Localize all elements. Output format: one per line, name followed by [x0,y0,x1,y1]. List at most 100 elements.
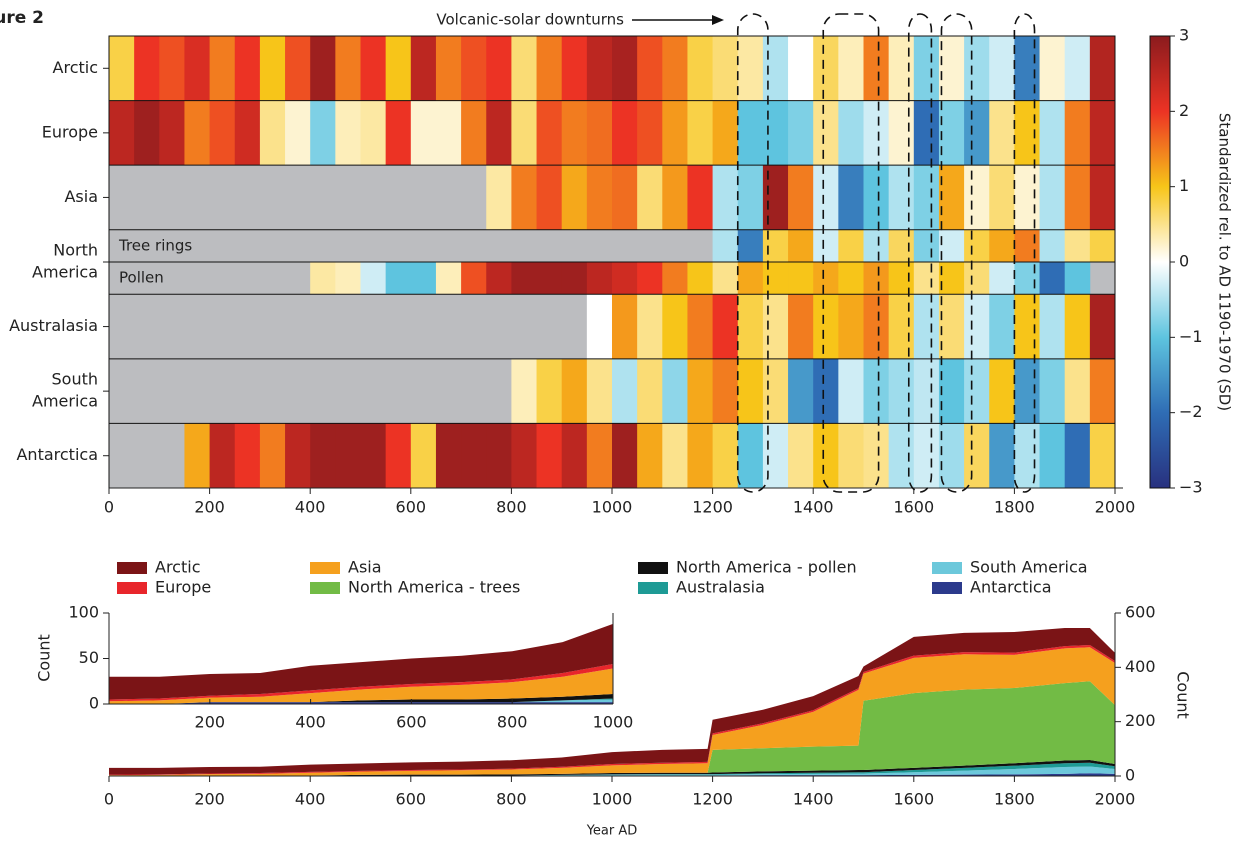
colorbar-tick-label: 2 [1179,101,1189,120]
heat-cell [737,100,764,166]
inset-y-tick-label: 100 [68,603,99,622]
heat-cell [586,294,613,359]
heat-cell [1014,294,1040,359]
heat-cell [1014,36,1040,101]
heat-cell [989,358,1015,424]
heat-cell [209,423,236,488]
heat-cell [536,100,563,166]
heat-cell [385,262,412,295]
x-tick-label: 600 [396,790,427,809]
heat-cell [360,423,387,488]
heat-cell [109,36,135,101]
row-label: Australasia [9,316,98,335]
heat-cell [687,165,713,230]
heat-cell [762,100,789,166]
heat-cell [913,423,940,488]
heat-cell [360,36,387,101]
heat-cell [461,36,487,101]
heat-cell [234,36,261,101]
heat-cell [762,294,789,359]
heat-cell [536,423,563,488]
heat-cell [184,36,210,101]
heat-cell [964,294,990,359]
heat-cell [134,36,160,101]
heat-cell [561,165,588,230]
heat-cell [486,165,512,230]
heat-cell [612,358,638,424]
heat-cell [1064,36,1091,101]
colorbar-tick-label: 0 [1179,252,1189,271]
heat-cell [486,36,512,101]
heat-cell [913,165,940,230]
x-tick-label: 200 [194,498,225,517]
x-tick-label: 2000 [1095,790,1136,809]
heat-cell [435,100,462,166]
heat-cell [561,100,588,166]
heat-cell [813,36,839,101]
heat-cell [561,262,588,295]
heat-cell [385,100,412,166]
heat-cell [788,294,814,359]
heat-cell [1039,262,1066,295]
x-tick-label: 800 [496,790,527,809]
heat-cell [637,423,663,488]
row-label: Arctic [53,58,98,77]
heat-cell [310,262,336,295]
heat-cell [209,36,236,101]
heat-cell [511,36,537,101]
heat-cell [536,358,563,424]
heat-cell [788,262,814,295]
heat-cell [762,229,789,262]
heat-cell [938,358,965,424]
heat-cell [964,358,990,424]
downturn-oval [1013,13,1036,493]
heat-cell [662,100,688,166]
heat-cell [687,100,713,166]
heat-cell [838,229,864,262]
y-tick-label: 200 [1125,711,1156,730]
heat-cell [637,36,663,101]
heat-cell [385,423,412,488]
heat-cell [863,100,890,166]
heat-cell [788,165,814,230]
x-tick-label: 1600 [893,790,934,809]
row-note: Tree rings [118,236,192,254]
row-label: America [32,263,98,282]
x-tick-label: 1800 [994,498,1035,517]
heat-cell [762,36,789,101]
heat-cell [1089,36,1116,101]
heat-cell [888,262,915,295]
heat-cell [938,165,965,230]
heat-cell [863,423,890,488]
x-tick-label: 0 [104,498,114,517]
heat-cell [435,36,462,101]
legend-swatch [310,582,340,594]
downturn-oval [940,13,973,493]
heat-cell [863,36,890,101]
heat-cell [410,36,437,101]
x-tick-label: 1600 [893,498,934,517]
heat-cell [687,423,713,488]
heat-cell [1039,100,1066,166]
heat-cell [813,294,839,359]
heat-cell [737,294,764,359]
heat-cell [1039,358,1066,424]
heat-cell [486,423,512,488]
heat-cell [586,423,613,488]
heat-cell [964,262,990,295]
heat-cell [335,100,361,166]
downturn-oval [822,13,880,493]
heat-cell [989,100,1015,166]
heat-cell [762,358,789,424]
heat-cell [1039,423,1066,488]
heat-cell [259,36,286,101]
heat-cell [863,262,890,295]
x-tick-label: 400 [295,498,326,517]
heat-cell [788,36,814,101]
y-axis-label: Count [1174,671,1193,719]
heat-cell [813,229,839,262]
heat-cell [838,100,864,166]
heat-cell [612,294,638,359]
heat-cell [712,100,739,166]
